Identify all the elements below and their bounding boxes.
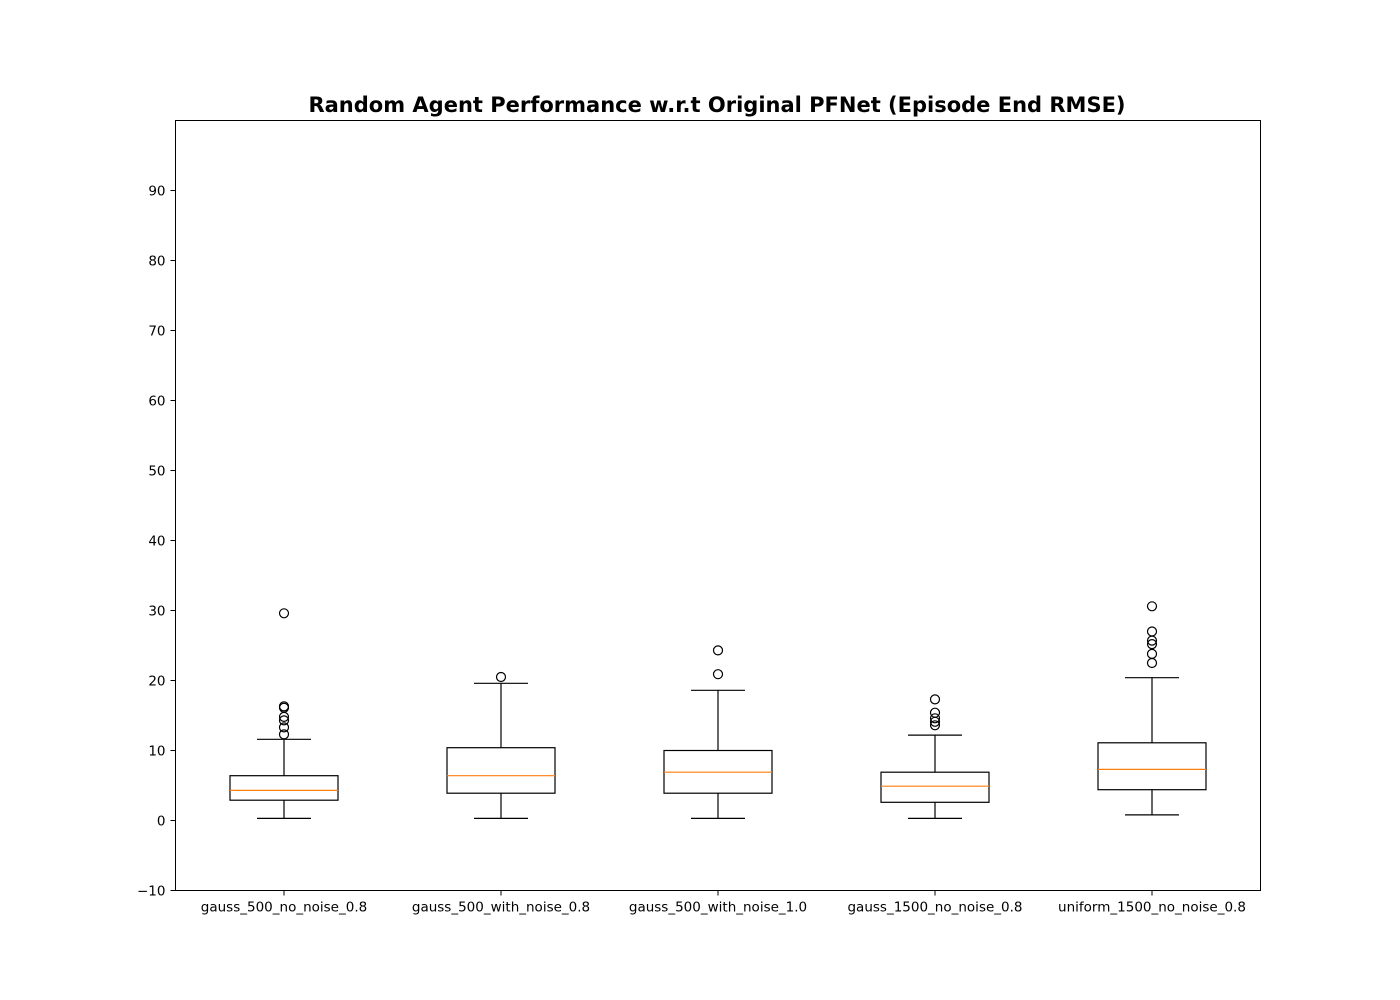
y-tick-label: 50 [148, 464, 165, 480]
y-tick-label: 40 [148, 534, 165, 550]
y-tick-label: 20 [148, 674, 165, 690]
outlier-point [929, 720, 941, 731]
outlier-point [278, 608, 290, 619]
x-tick-label: gauss_500_with_noise_0.8 [412, 900, 590, 916]
y-tick-label: 60 [148, 394, 165, 410]
x-tick-label: gauss_500_no_noise_0.8 [201, 900, 367, 916]
x-axis: gauss_500_no_noise_0.8 gauss_500_with_noi… [201, 890, 1246, 916]
y-tick-label: 10 [148, 744, 165, 760]
iqr-box [229, 775, 339, 801]
iqr-box [1097, 742, 1207, 791]
outlier-point [278, 729, 290, 740]
outlier-point [712, 645, 724, 656]
outlier-point [929, 707, 941, 718]
box-uniform_1500_no_noise_0.8 [1097, 601, 1207, 816]
outlier-point [1146, 657, 1158, 669]
outlier-point [495, 671, 507, 683]
plot-frame [175, 120, 1261, 891]
outlier-point [1146, 648, 1158, 660]
outlier-point [1146, 601, 1158, 612]
x-tick-label: gauss_500_with_noise_1.0 [629, 900, 807, 916]
x-tick-label: gauss_1500_no_noise_0.8 [847, 900, 1022, 916]
y-tick-label: 70 [148, 324, 165, 340]
iqr-box [446, 747, 556, 794]
outlier-point [278, 701, 290, 712]
chart-title: Random Agent Performance w.r.t Original … [308, 93, 1125, 117]
y-axis: −10 0 10 20 30 40 50 60 70 80 90 [137, 184, 176, 900]
box-gauss_500_with_noise_1.0 [663, 645, 773, 820]
y-tick-label: 90 [148, 184, 165, 200]
outlier-point [1146, 638, 1158, 650]
x-tick-label: uniform_1500_no_noise_0.8 [1058, 900, 1246, 916]
outlier-point [1146, 626, 1158, 637]
box-gauss_500_no_noise_0.8 [229, 608, 339, 820]
outlier-point [278, 722, 290, 733]
iqr-box [880, 771, 990, 803]
y-tick-label: −10 [137, 884, 166, 900]
outlier-point [712, 669, 724, 680]
box-gauss_500_with_noise_0.8 [446, 671, 556, 820]
box-group [229, 601, 1207, 820]
outlier-point [929, 713, 941, 724]
y-tick-label: 80 [148, 254, 165, 270]
outlier-point [278, 715, 290, 726]
y-tick-label: 30 [148, 604, 165, 620]
outlier-point [929, 694, 941, 705]
y-tick-label: 0 [157, 814, 166, 830]
box-gauss_1500_no_noise_0.8 [880, 694, 990, 820]
